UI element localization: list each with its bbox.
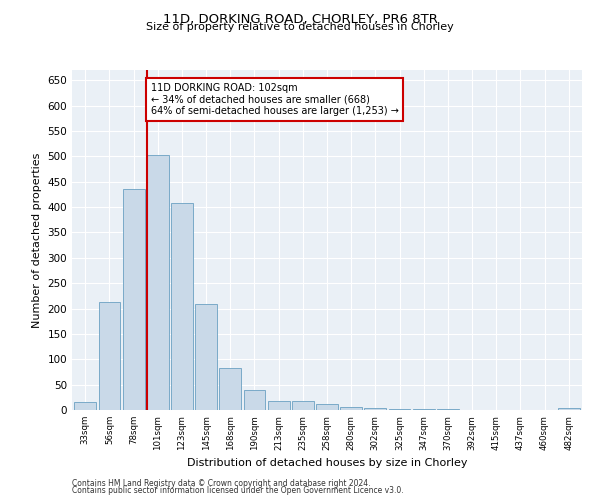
X-axis label: Distribution of detached houses by size in Chorley: Distribution of detached houses by size … <box>187 458 467 468</box>
Text: Size of property relative to detached houses in Chorley: Size of property relative to detached ho… <box>146 22 454 32</box>
Bar <box>98 302 121 410</box>
Text: 11D, DORKING ROAD, CHORLEY, PR6 8TR: 11D, DORKING ROAD, CHORLEY, PR6 8TR <box>163 12 437 26</box>
Text: Contains HM Land Registry data © Crown copyright and database right 2024.: Contains HM Land Registry data © Crown c… <box>72 478 371 488</box>
Bar <box>123 190 145 410</box>
Bar <box>364 408 386 410</box>
Text: Contains public sector information licensed under the Open Government Licence v3: Contains public sector information licen… <box>72 486 404 495</box>
Bar <box>389 409 410 410</box>
Bar <box>171 203 193 410</box>
Bar <box>558 408 580 410</box>
Bar <box>244 390 265 410</box>
Bar <box>74 402 96 410</box>
Bar <box>195 304 217 410</box>
Y-axis label: Number of detached properties: Number of detached properties <box>32 152 42 328</box>
Bar <box>292 402 314 410</box>
Bar <box>220 368 241 410</box>
Text: 11D DORKING ROAD: 102sqm
← 34% of detached houses are smaller (668)
64% of semi-: 11D DORKING ROAD: 102sqm ← 34% of detach… <box>151 82 398 116</box>
Bar <box>340 407 362 410</box>
Bar <box>268 401 290 410</box>
Bar <box>147 156 169 410</box>
Bar <box>316 404 338 410</box>
